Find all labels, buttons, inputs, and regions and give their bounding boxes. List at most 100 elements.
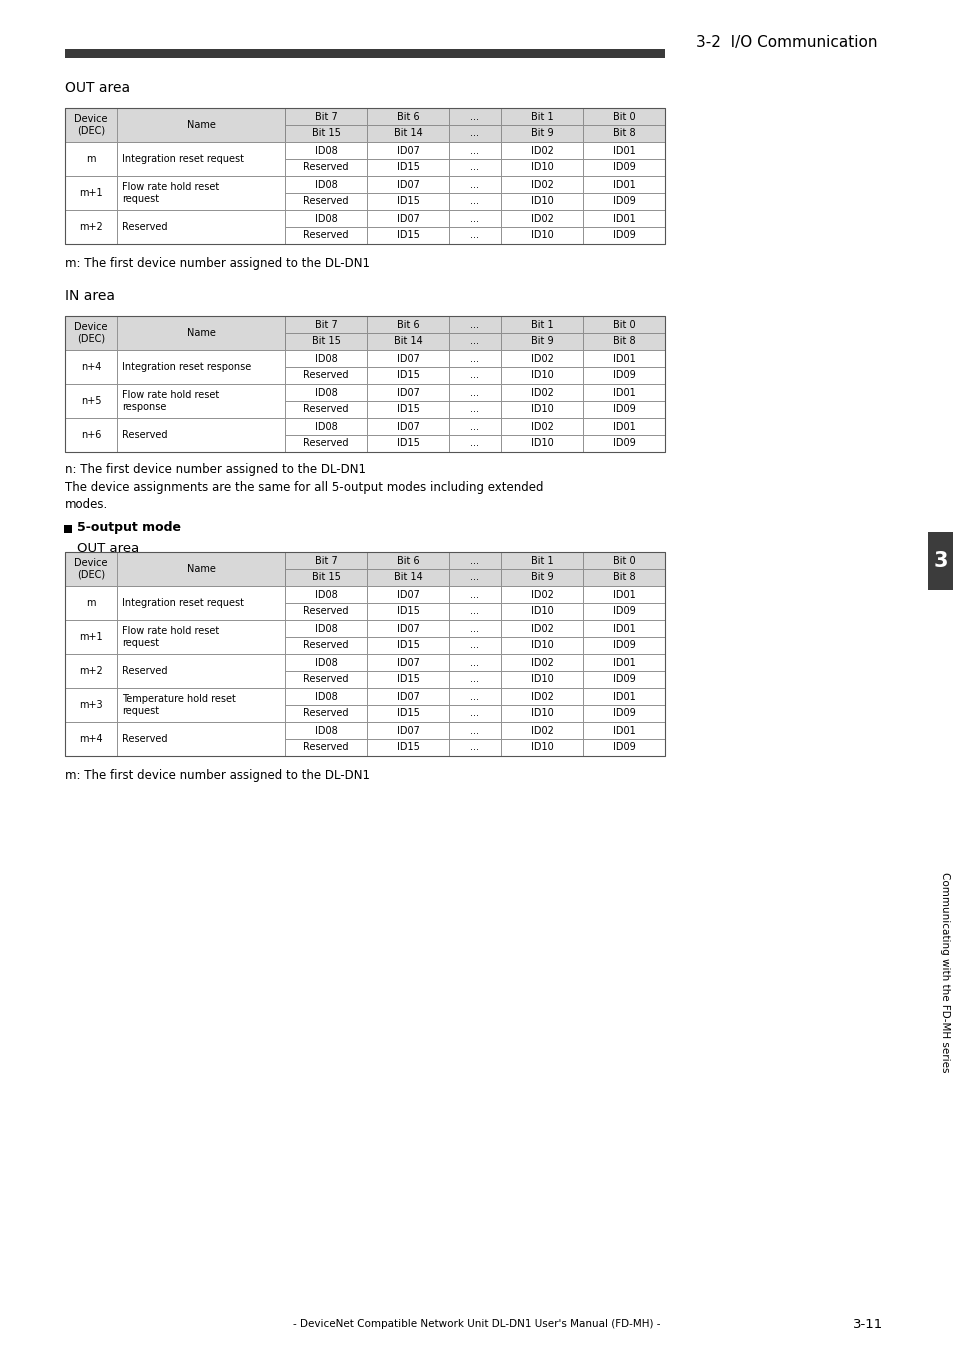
- Text: ID01: ID01: [612, 180, 635, 189]
- Bar: [117, 552, 285, 585]
- Text: The device assignments are the same for all 5-output modes including extended: The device assignments are the same for …: [65, 481, 543, 495]
- Bar: [500, 350, 582, 366]
- Bar: [500, 227, 582, 243]
- Bar: [367, 193, 449, 210]
- Text: Reserved: Reserved: [303, 404, 349, 415]
- Bar: [582, 552, 664, 569]
- Text: ...: ...: [470, 196, 479, 207]
- Text: ...: ...: [470, 742, 479, 753]
- Bar: [582, 384, 664, 402]
- Text: ID08: ID08: [314, 691, 337, 702]
- Text: ID15: ID15: [396, 675, 419, 684]
- Bar: [582, 637, 664, 654]
- Bar: [500, 637, 582, 654]
- Text: ID01: ID01: [612, 146, 635, 155]
- Text: Device
(DEC): Device (DEC): [74, 114, 108, 135]
- Bar: [117, 688, 285, 722]
- Bar: [500, 384, 582, 402]
- Bar: [285, 704, 367, 722]
- Bar: [367, 333, 449, 350]
- Bar: [449, 227, 500, 243]
- Text: ID07: ID07: [396, 657, 419, 668]
- Bar: [285, 176, 367, 193]
- Text: ID01: ID01: [612, 422, 635, 431]
- Bar: [285, 552, 367, 569]
- Text: ID01: ID01: [612, 691, 635, 702]
- Text: ...: ...: [470, 180, 479, 189]
- Bar: [117, 350, 285, 384]
- Bar: [285, 637, 367, 654]
- Bar: [285, 569, 367, 585]
- Bar: [500, 569, 582, 585]
- Text: ...: ...: [470, 556, 479, 565]
- Text: ID02: ID02: [530, 623, 553, 634]
- Bar: [449, 435, 500, 452]
- Text: ...: ...: [470, 691, 479, 702]
- Bar: [367, 142, 449, 160]
- Text: ID07: ID07: [396, 691, 419, 702]
- Text: ...: ...: [470, 214, 479, 223]
- Text: Bit 6: Bit 6: [396, 319, 419, 330]
- Text: ID09: ID09: [612, 708, 635, 718]
- Bar: [65, 124, 117, 142]
- Bar: [285, 585, 367, 603]
- Text: ID07: ID07: [396, 388, 419, 397]
- Text: Flow rate hold reset
request: Flow rate hold reset request: [122, 183, 219, 204]
- Bar: [367, 621, 449, 637]
- Text: 3: 3: [933, 552, 947, 571]
- Bar: [65, 108, 117, 124]
- Bar: [582, 333, 664, 350]
- Text: Name: Name: [187, 329, 215, 338]
- Bar: [117, 108, 285, 142]
- Bar: [65, 210, 117, 243]
- Bar: [449, 654, 500, 671]
- Text: ...: ...: [470, 128, 479, 138]
- Bar: [367, 350, 449, 366]
- Text: ...: ...: [470, 404, 479, 415]
- Bar: [117, 384, 285, 418]
- Bar: [65, 585, 117, 621]
- Text: ID15: ID15: [396, 230, 419, 241]
- Bar: [582, 704, 664, 722]
- Text: Integration reset request: Integration reset request: [122, 598, 244, 608]
- Text: ...: ...: [470, 675, 479, 684]
- Text: Reserved: Reserved: [303, 162, 349, 173]
- Text: ID07: ID07: [396, 589, 419, 599]
- Text: ID02: ID02: [530, 657, 553, 668]
- Bar: [449, 333, 500, 350]
- Bar: [117, 418, 285, 452]
- Text: m: The first device number assigned to the DL-DN1: m: The first device number assigned to t…: [65, 257, 370, 270]
- Bar: [117, 654, 285, 688]
- Bar: [449, 350, 500, 366]
- Text: Bit 9: Bit 9: [530, 337, 553, 346]
- Bar: [367, 603, 449, 621]
- Text: ID15: ID15: [396, 708, 419, 718]
- Bar: [449, 722, 500, 740]
- Text: Bit 1: Bit 1: [530, 556, 553, 565]
- Bar: [449, 193, 500, 210]
- Bar: [285, 740, 367, 756]
- Bar: [500, 193, 582, 210]
- Bar: [582, 688, 664, 704]
- Text: Flow rate hold reset
request: Flow rate hold reset request: [122, 626, 219, 648]
- Bar: [65, 552, 117, 569]
- Bar: [367, 552, 449, 569]
- Bar: [65, 552, 117, 585]
- Text: Bit 15: Bit 15: [312, 337, 340, 346]
- Bar: [500, 124, 582, 142]
- Bar: [367, 316, 449, 333]
- Bar: [449, 621, 500, 637]
- Text: ...: ...: [470, 708, 479, 718]
- Text: ID09: ID09: [612, 675, 635, 684]
- Bar: [117, 316, 285, 350]
- Text: ID02: ID02: [530, 180, 553, 189]
- Bar: [500, 585, 582, 603]
- Text: ...: ...: [470, 162, 479, 173]
- Bar: [65, 108, 117, 142]
- Bar: [500, 603, 582, 621]
- Bar: [285, 193, 367, 210]
- Text: ID02: ID02: [530, 214, 553, 223]
- Text: m+1: m+1: [79, 631, 103, 642]
- Bar: [285, 435, 367, 452]
- Bar: [65, 569, 117, 585]
